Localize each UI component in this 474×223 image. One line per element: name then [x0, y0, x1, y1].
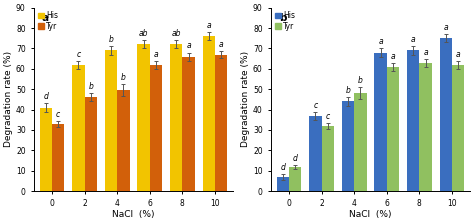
Bar: [137, 44, 150, 191]
X-axis label: NaCl  (%): NaCl (%): [349, 210, 392, 219]
Y-axis label: Degradation rate (%): Degradation rate (%): [4, 51, 13, 147]
Text: a: a: [42, 13, 49, 23]
Bar: [52, 124, 64, 191]
Text: ab: ab: [172, 29, 181, 38]
Text: c: c: [313, 101, 318, 109]
Bar: [182, 57, 195, 191]
Text: b: b: [358, 76, 363, 85]
Bar: [289, 167, 301, 191]
Text: c: c: [76, 50, 81, 59]
Bar: [276, 177, 289, 191]
Bar: [309, 116, 321, 191]
Text: a: a: [186, 41, 191, 50]
Text: d: d: [43, 92, 48, 101]
Y-axis label: Degradation rate (%): Degradation rate (%): [241, 51, 250, 147]
Text: c: c: [326, 112, 330, 121]
Bar: [202, 36, 215, 191]
X-axis label: NaCl  (%): NaCl (%): [112, 210, 155, 219]
Bar: [407, 50, 419, 191]
Bar: [84, 97, 97, 191]
Bar: [117, 90, 129, 191]
Text: b: b: [346, 86, 350, 95]
Bar: [374, 52, 387, 191]
Text: a: a: [456, 50, 460, 59]
Text: ab: ab: [139, 29, 148, 38]
Bar: [419, 63, 432, 191]
Bar: [170, 44, 182, 191]
Text: a: a: [206, 21, 211, 30]
Text: b: b: [279, 13, 286, 23]
Text: b: b: [109, 35, 113, 44]
Bar: [105, 50, 117, 191]
Bar: [215, 55, 228, 191]
Bar: [452, 65, 465, 191]
Bar: [342, 101, 354, 191]
Text: d: d: [280, 163, 285, 172]
Legend: His, Tyr: His, Tyr: [36, 10, 60, 32]
Legend: His, Tyr: His, Tyr: [273, 10, 297, 32]
Bar: [150, 65, 162, 191]
Bar: [321, 126, 334, 191]
Text: a: a: [154, 50, 158, 59]
Bar: [72, 65, 84, 191]
Text: a: a: [423, 47, 428, 57]
Text: a: a: [411, 35, 415, 44]
Text: b: b: [121, 73, 126, 82]
Text: d: d: [293, 154, 298, 163]
Text: c: c: [56, 110, 60, 119]
Text: a: a: [391, 52, 395, 61]
Bar: [354, 93, 366, 191]
Text: a: a: [443, 23, 448, 32]
Bar: [39, 107, 52, 191]
Text: a: a: [378, 37, 383, 46]
Text: b: b: [88, 82, 93, 91]
Bar: [387, 67, 399, 191]
Bar: [439, 38, 452, 191]
Text: a: a: [219, 40, 223, 50]
